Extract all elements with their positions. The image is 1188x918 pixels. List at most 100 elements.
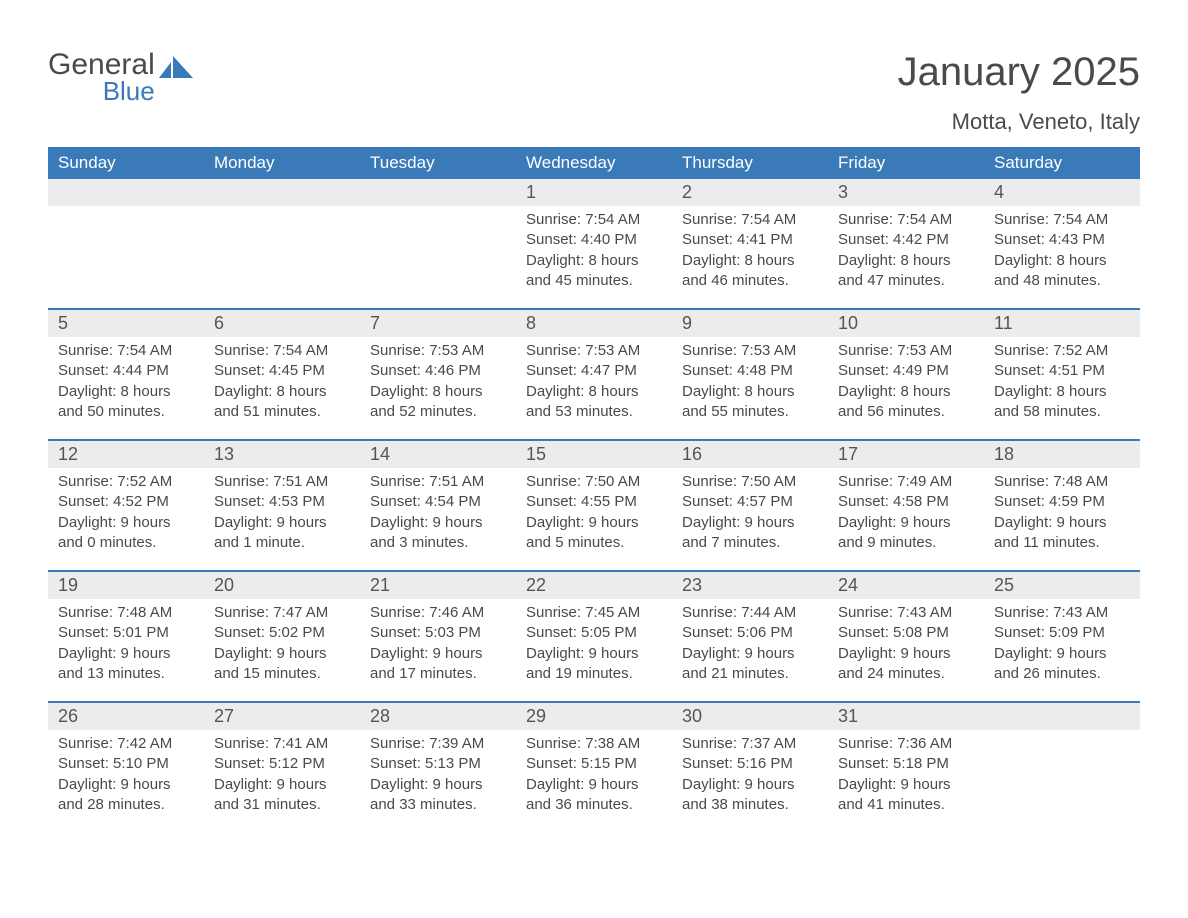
day-content: Sunrise: 7:54 AM Sunset: 4:43 PM Dayligh… [984, 206, 1140, 308]
day-content: Sunrise: 7:54 AM Sunset: 4:42 PM Dayligh… [828, 206, 984, 308]
day-number: 9 [672, 310, 828, 337]
day-number: 2 [672, 179, 828, 206]
day-number: 16 [672, 441, 828, 468]
sun-info: Sunrise: 7:53 AM Sunset: 4:46 PM Dayligh… [370, 342, 484, 420]
dow-cell: Wednesday [516, 147, 672, 179]
day-number: 19 [48, 572, 204, 599]
sun-info: Sunrise: 7:41 AM Sunset: 5:12 PM Dayligh… [214, 735, 328, 813]
day-number: 28 [360, 703, 516, 730]
dow-cell: Saturday [984, 147, 1140, 179]
day-number: 14 [360, 441, 516, 468]
day-content: Sunrise: 7:49 AM Sunset: 4:58 PM Dayligh… [828, 468, 984, 570]
daycontent-row: Sunrise: 7:54 AM Sunset: 4:44 PM Dayligh… [48, 337, 1140, 439]
day-number: 7 [360, 310, 516, 337]
day-number: 12 [48, 441, 204, 468]
sun-info: Sunrise: 7:39 AM Sunset: 5:13 PM Dayligh… [370, 735, 484, 813]
daynum-row: 12131415161718 [48, 441, 1140, 468]
sun-info: Sunrise: 7:43 AM Sunset: 5:08 PM Dayligh… [838, 604, 952, 682]
title-block: January 2025 Motta, Veneto, Italy [898, 50, 1140, 135]
day-number: 8 [516, 310, 672, 337]
day-number: 30 [672, 703, 828, 730]
day-content: Sunrise: 7:53 AM Sunset: 4:48 PM Dayligh… [672, 337, 828, 439]
week-row: 12131415161718 Sunrise: 7:52 AM Sunset: 4… [48, 439, 1140, 570]
day-number: 15 [516, 441, 672, 468]
day-of-week-header: SundayMondayTuesdayWednesdayThursdayFrid… [48, 147, 1140, 179]
location-label: Motta, Veneto, Italy [898, 109, 1140, 135]
sun-info: Sunrise: 7:44 AM Sunset: 5:06 PM Dayligh… [682, 604, 796, 682]
day-number: 29 [516, 703, 672, 730]
sun-info: Sunrise: 7:48 AM Sunset: 4:59 PM Dayligh… [994, 473, 1108, 551]
day-content: Sunrise: 7:47 AM Sunset: 5:02 PM Dayligh… [204, 599, 360, 701]
week-row: 1234Sunrise: 7:54 AM Sunset: 4:40 PM Day… [48, 179, 1140, 308]
day-content: Sunrise: 7:45 AM Sunset: 5:05 PM Dayligh… [516, 599, 672, 701]
sun-info: Sunrise: 7:54 AM Sunset: 4:43 PM Dayligh… [994, 211, 1108, 289]
sun-info: Sunrise: 7:50 AM Sunset: 4:55 PM Dayligh… [526, 473, 640, 551]
sun-info: Sunrise: 7:54 AM Sunset: 4:41 PM Dayligh… [682, 211, 796, 289]
daycontent-row: Sunrise: 7:52 AM Sunset: 4:52 PM Dayligh… [48, 468, 1140, 570]
day-content: Sunrise: 7:39 AM Sunset: 5:13 PM Dayligh… [360, 730, 516, 832]
logo-blue: Blue [48, 78, 155, 104]
daycontent-row: Sunrise: 7:42 AM Sunset: 5:10 PM Dayligh… [48, 730, 1140, 832]
day-number: 21 [360, 572, 516, 599]
day-number: 18 [984, 441, 1140, 468]
day-number [360, 179, 516, 206]
day-number: 24 [828, 572, 984, 599]
day-content: Sunrise: 7:41 AM Sunset: 5:12 PM Dayligh… [204, 730, 360, 832]
dow-cell: Tuesday [360, 147, 516, 179]
daynum-row: 19202122232425 [48, 572, 1140, 599]
week-row: 262728293031Sunrise: 7:42 AM Sunset: 5:1… [48, 701, 1140, 832]
day-content: Sunrise: 7:52 AM Sunset: 4:52 PM Dayligh… [48, 468, 204, 570]
day-number: 20 [204, 572, 360, 599]
sun-info: Sunrise: 7:52 AM Sunset: 4:52 PM Dayligh… [58, 473, 172, 551]
sun-info: Sunrise: 7:49 AM Sunset: 4:58 PM Dayligh… [838, 473, 952, 551]
day-number: 1 [516, 179, 672, 206]
sun-info: Sunrise: 7:54 AM Sunset: 4:40 PM Dayligh… [526, 211, 640, 289]
sun-info: Sunrise: 7:37 AM Sunset: 5:16 PM Dayligh… [682, 735, 796, 813]
weeks-container: 1234Sunrise: 7:54 AM Sunset: 4:40 PM Day… [48, 179, 1140, 832]
day-number: 25 [984, 572, 1140, 599]
month-title: January 2025 [898, 50, 1140, 95]
day-content: Sunrise: 7:50 AM Sunset: 4:57 PM Dayligh… [672, 468, 828, 570]
daynum-row: 262728293031 [48, 703, 1140, 730]
day-content [984, 730, 1140, 832]
sun-info: Sunrise: 7:36 AM Sunset: 5:18 PM Dayligh… [838, 735, 952, 813]
sun-info: Sunrise: 7:48 AM Sunset: 5:01 PM Dayligh… [58, 604, 172, 682]
daycontent-row: Sunrise: 7:54 AM Sunset: 4:40 PM Dayligh… [48, 206, 1140, 308]
sun-info: Sunrise: 7:45 AM Sunset: 5:05 PM Dayligh… [526, 604, 640, 682]
daynum-row: 567891011 [48, 310, 1140, 337]
sun-info: Sunrise: 7:47 AM Sunset: 5:02 PM Dayligh… [214, 604, 328, 682]
sun-info: Sunrise: 7:53 AM Sunset: 4:49 PM Dayligh… [838, 342, 952, 420]
dow-cell: Sunday [48, 147, 204, 179]
day-content: Sunrise: 7:54 AM Sunset: 4:45 PM Dayligh… [204, 337, 360, 439]
day-number: 17 [828, 441, 984, 468]
day-content: Sunrise: 7:46 AM Sunset: 5:03 PM Dayligh… [360, 599, 516, 701]
sun-info: Sunrise: 7:51 AM Sunset: 4:54 PM Dayligh… [370, 473, 484, 551]
day-content: Sunrise: 7:53 AM Sunset: 4:49 PM Dayligh… [828, 337, 984, 439]
logo: General Blue [48, 50, 193, 104]
dow-cell: Friday [828, 147, 984, 179]
day-content: Sunrise: 7:53 AM Sunset: 4:46 PM Dayligh… [360, 337, 516, 439]
week-row: 567891011Sunrise: 7:54 AM Sunset: 4:44 P… [48, 308, 1140, 439]
dow-cell: Monday [204, 147, 360, 179]
daycontent-row: Sunrise: 7:48 AM Sunset: 5:01 PM Dayligh… [48, 599, 1140, 701]
day-content: Sunrise: 7:53 AM Sunset: 4:47 PM Dayligh… [516, 337, 672, 439]
day-content: Sunrise: 7:43 AM Sunset: 5:09 PM Dayligh… [984, 599, 1140, 701]
day-number: 27 [204, 703, 360, 730]
day-content [48, 206, 204, 308]
sun-info: Sunrise: 7:53 AM Sunset: 4:48 PM Dayligh… [682, 342, 796, 420]
day-number [204, 179, 360, 206]
sun-info: Sunrise: 7:38 AM Sunset: 5:15 PM Dayligh… [526, 735, 640, 813]
logo-flag-icon [159, 56, 193, 83]
day-number: 11 [984, 310, 1140, 337]
calendar: SundayMondayTuesdayWednesdayThursdayFrid… [48, 147, 1140, 832]
page-header: General Blue January 2025 Motta, Veneto,… [48, 50, 1140, 135]
sun-info: Sunrise: 7:51 AM Sunset: 4:53 PM Dayligh… [214, 473, 328, 551]
day-number: 10 [828, 310, 984, 337]
day-number: 3 [828, 179, 984, 206]
day-content: Sunrise: 7:54 AM Sunset: 4:44 PM Dayligh… [48, 337, 204, 439]
day-number [984, 703, 1140, 730]
day-content: Sunrise: 7:48 AM Sunset: 4:59 PM Dayligh… [984, 468, 1140, 570]
sun-info: Sunrise: 7:46 AM Sunset: 5:03 PM Dayligh… [370, 604, 484, 682]
sun-info: Sunrise: 7:50 AM Sunset: 4:57 PM Dayligh… [682, 473, 796, 551]
sun-info: Sunrise: 7:54 AM Sunset: 4:42 PM Dayligh… [838, 211, 952, 289]
